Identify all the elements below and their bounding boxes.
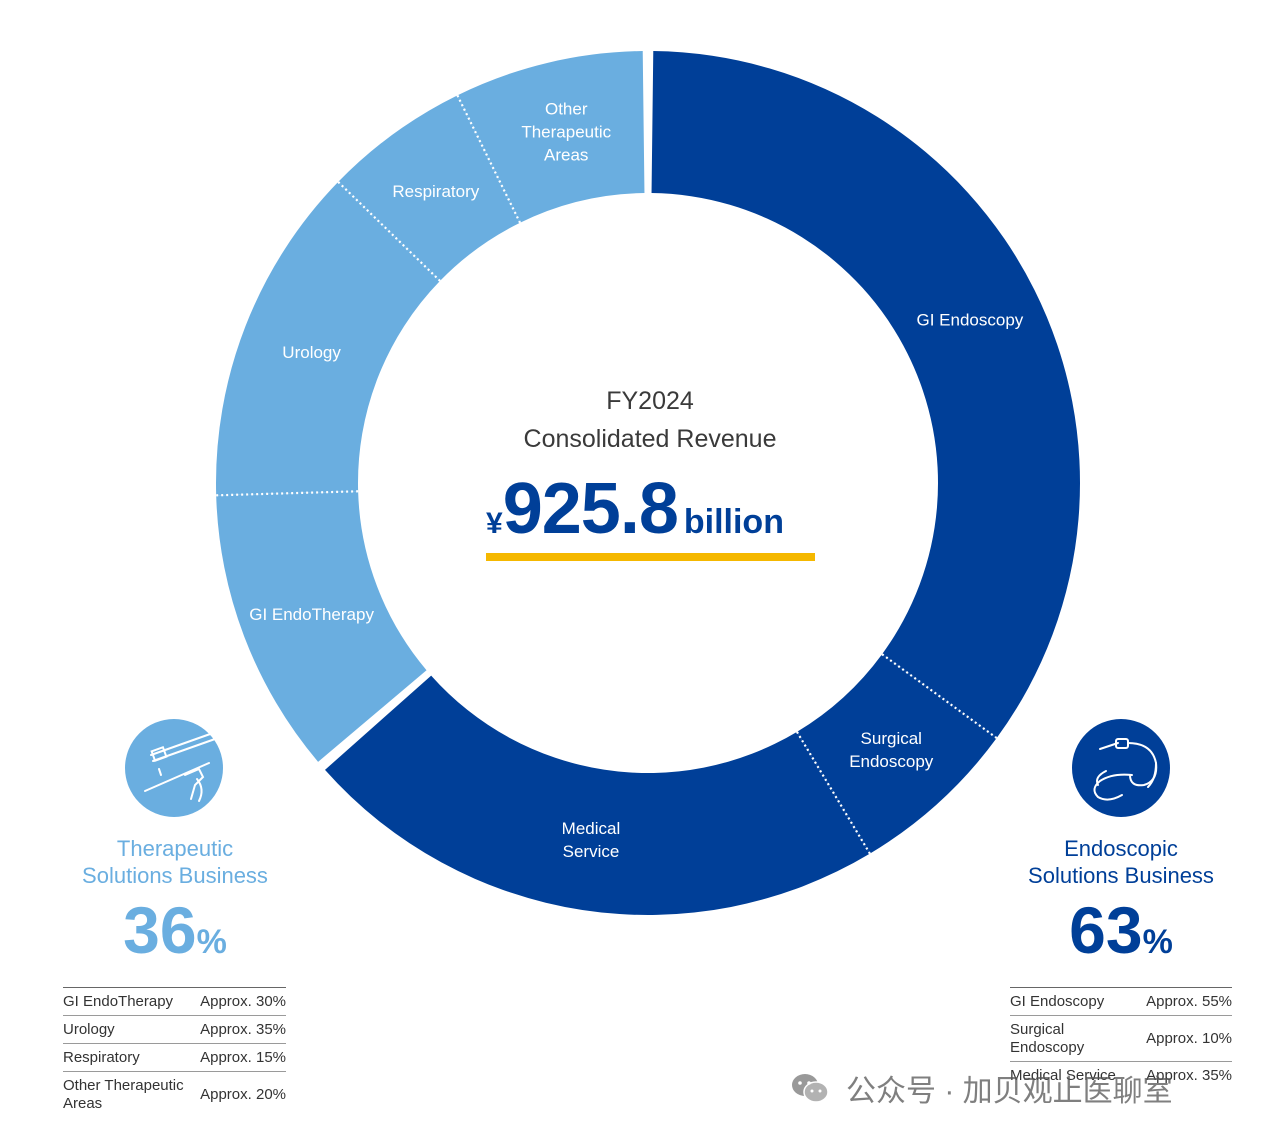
revenue-caption: Consolidated Revenue bbox=[523, 425, 777, 453]
segment-name: Other Therapeutic Areas bbox=[63, 1071, 188, 1117]
therapeutic-business-summary: Therapeutic Solutions Business 36% bbox=[60, 835, 290, 977]
endoscopic-title-line1: Endoscopic bbox=[1064, 836, 1178, 861]
endoscope-icon bbox=[1072, 719, 1170, 817]
slice-divider bbox=[881, 653, 998, 739]
slice-divider bbox=[337, 181, 441, 282]
table-row: Surgical Endoscopy Approx. 10% bbox=[1010, 1015, 1232, 1062]
watermark: 公众号 · 加贝观止医聊室 bbox=[790, 1068, 1250, 1108]
slice-label-surgical-endoscopy: Surgical Endoscopy bbox=[849, 729, 934, 771]
revenue-unit: billion bbox=[683, 503, 784, 541]
chart-center-label: FY2024 Consolidated Revenue bbox=[450, 382, 850, 458]
table-row: Respiratory Approx. 15% bbox=[63, 1043, 286, 1072]
slice-medical-service bbox=[324, 675, 870, 915]
segment-share: Approx. 30% bbox=[188, 987, 286, 1016]
therapeutic-percent: 36% bbox=[60, 895, 290, 977]
segment-name: Medical Service bbox=[1010, 1061, 1130, 1089]
watermark-text: 公众号 · 加贝观止医聊室 bbox=[846, 1075, 1173, 1108]
segment-name: Urology bbox=[63, 1015, 188, 1044]
segment-share: Approx. 20% bbox=[188, 1071, 286, 1117]
segment-share: Approx. 10% bbox=[1130, 1015, 1232, 1062]
endoscopic-business-summary: Endoscopic Solutions Business 63% bbox=[1005, 835, 1237, 977]
segment-share: Approx. 15% bbox=[188, 1043, 286, 1072]
wechat-icon bbox=[792, 1074, 829, 1103]
slice-label-respiratory: Respiratory bbox=[392, 182, 479, 201]
table-row: GI Endoscopy Approx. 55% bbox=[1010, 987, 1232, 1016]
slice-label-medical-service: Medical Service bbox=[562, 819, 621, 861]
segment-share: Approx. 35% bbox=[1130, 1061, 1232, 1089]
slice-gi-endoscopy bbox=[651, 51, 1080, 739]
slice-divider bbox=[796, 731, 871, 855]
segment-name: Surgical Endoscopy bbox=[1010, 1015, 1130, 1062]
therapeutic-title-line2: Solutions Business bbox=[82, 863, 268, 888]
slice-surgical-endoscopy bbox=[796, 654, 997, 854]
slice-divider bbox=[456, 94, 522, 224]
segment-name: GI Endoscopy bbox=[1010, 987, 1130, 1016]
therapeutic-percent-value: 36 bbox=[123, 893, 197, 967]
table-row: Medical Service Approx. 35% bbox=[1010, 1061, 1232, 1089]
slice-label-gi-endotherapy: GI EndoTherapy bbox=[249, 605, 374, 624]
therapeutic-percent-sign: % bbox=[196, 923, 227, 961]
segment-share: Approx. 35% bbox=[188, 1015, 286, 1044]
slice-urology bbox=[216, 181, 441, 496]
slice-label-other-therapeutic-areas: Other Therapeutic Areas bbox=[521, 99, 611, 164]
slice-respiratory bbox=[338, 95, 521, 281]
therapeutic-device-icon bbox=[125, 719, 223, 817]
table-row: Other Therapeutic Areas Approx. 20% bbox=[63, 1071, 286, 1117]
segment-share: Approx. 55% bbox=[1130, 987, 1232, 1016]
endoscopic-breakdown-table: GI Endoscopy Approx. 55% Surgical Endosc… bbox=[1010, 987, 1232, 1089]
endoscopic-percent: 63% bbox=[1005, 895, 1237, 977]
slice-other-therapeutic-areas bbox=[457, 51, 645, 223]
slice-label-gi-endoscopy: GI Endoscopy bbox=[917, 311, 1024, 330]
slice-gi-endotherapy bbox=[216, 491, 427, 762]
revenue-amount: ¥925.8 billion bbox=[486, 468, 816, 550]
revenue-value: 925.8 bbox=[502, 469, 679, 549]
segment-name: GI EndoTherapy bbox=[63, 987, 188, 1016]
therapeutic-title-line1: Therapeutic bbox=[116, 836, 234, 861]
therapeutic-breakdown-table: GI EndoTherapy Approx. 30% Urology Appro… bbox=[63, 987, 286, 1117]
endoscopic-percent-value: 63 bbox=[1069, 893, 1143, 967]
currency-symbol: ¥ bbox=[486, 507, 503, 540]
amount-underline bbox=[486, 553, 815, 561]
endoscopic-title-line2: Solutions Business bbox=[1028, 863, 1214, 888]
table-row: GI EndoTherapy Approx. 30% bbox=[63, 987, 286, 1016]
slice-divider bbox=[216, 490, 359, 497]
slice-label-urology: Urology bbox=[282, 343, 341, 362]
fiscal-year: FY2024 bbox=[606, 387, 694, 415]
endoscopic-percent-sign: % bbox=[1142, 923, 1173, 961]
table-row: Urology Approx. 35% bbox=[63, 1015, 286, 1044]
segment-name: Respiratory bbox=[63, 1043, 188, 1072]
